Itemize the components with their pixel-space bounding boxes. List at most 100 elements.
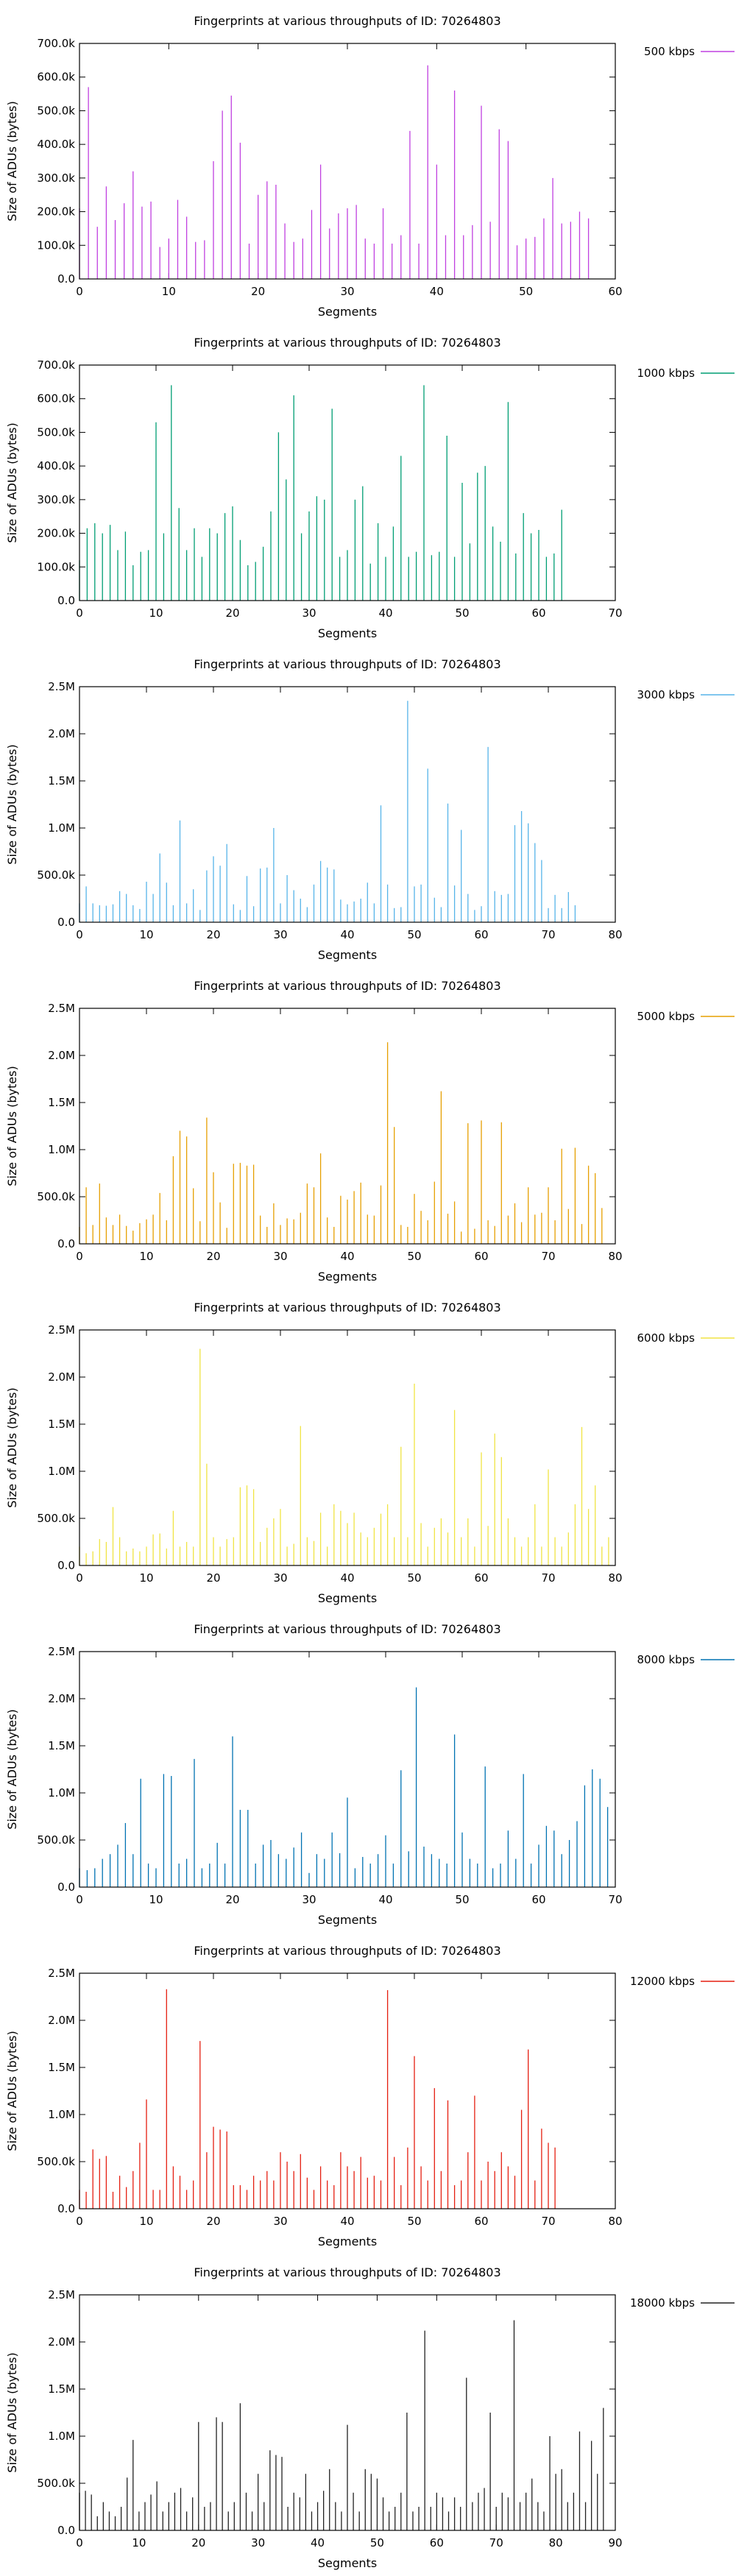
y-tick-label: 0.0 [57,1237,75,1250]
x-tick-label: 30 [340,285,354,298]
y-tick-label: 2.5M [48,2288,75,2301]
y-tick-label: 2.5M [48,1645,75,1658]
x-tick-label: 10 [139,928,153,941]
y-tick-label: 600.0k [37,71,75,84]
x-axis-label: Segments [318,2234,377,2248]
x-tick-label: 0 [76,1250,83,1263]
x-tick-label: 80 [608,1250,622,1263]
y-axis-label: Size of ADUs (bytes) [5,2031,19,2151]
legend-label: 5000 kbps [637,1010,696,1023]
y-tick-label: 400.0k [37,138,75,151]
x-tick-label: 40 [340,1571,354,1585]
x-tick-label: 30 [302,1893,316,1906]
x-axis-label: Segments [318,1270,377,1284]
plot-frame [79,43,616,280]
y-tick-label: 2.5M [48,1323,75,1337]
x-tick-label: 40 [311,2536,325,2550]
y-tick-label: 500.0k [37,1512,75,1525]
chart-panel: Fingerprints at various throughputs of I… [0,0,736,322]
y-tick-label: 2.5M [48,1002,75,1015]
legend-label: 1000 kbps [637,367,696,380]
chart-panel: Fingerprints at various throughputs of I… [0,1287,736,1608]
x-axis-label: Segments [318,948,377,962]
x-tick-label: 70 [608,1893,622,1906]
x-tick-label: 70 [608,606,622,620]
plot-frame [79,1972,616,2209]
y-tick-label: 100.0k [37,560,75,573]
x-tick-label: 30 [273,2215,287,2228]
x-tick-label: 40 [340,2215,354,2228]
y-tick-label: 500.0k [37,2155,75,2168]
y-tick-label: 0.0 [57,1559,75,1572]
y-tick-label: 0.0 [57,2524,75,2537]
y-tick-label: 500.0k [37,2477,75,2490]
x-tick-label: 40 [378,606,392,620]
plot-frame [79,1008,616,1245]
y-axis-label: Size of ADUs (bytes) [5,1066,19,1186]
x-tick-label: 10 [132,2536,146,2550]
x-tick-label: 80 [608,2215,622,2228]
x-tick-label: 20 [251,285,265,298]
x-tick-label: 70 [541,1571,555,1585]
x-tick-label: 10 [139,1571,153,1585]
x-tick-label: 0 [76,1893,83,1906]
y-tick-label: 2.5M [48,1967,75,1980]
y-tick-label: 1.0M [48,2430,75,2443]
x-tick-label: 10 [139,1250,153,1263]
x-tick-label: 30 [251,2536,265,2550]
x-tick-label: 0 [76,606,83,620]
y-tick-label: 1.5M [48,774,75,788]
x-tick-label: 60 [474,1571,488,1585]
x-tick-label: 20 [206,2215,220,2228]
y-tick-label: 1.0M [48,1465,75,1478]
chart-title: Fingerprints at various throughputs of I… [194,1622,500,1636]
legend-label: 18000 kbps [630,2296,695,2310]
x-tick-label: 20 [191,2536,205,2550]
chart-title: Fingerprints at various throughputs of I… [194,1301,500,1314]
y-axis-label: Size of ADUs (bytes) [5,422,19,542]
y-tick-label: 2.5M [48,680,75,693]
chart-svg: Fingerprints at various throughputs of I… [5,14,735,319]
y-tick-label: 1.0M [48,821,75,835]
legend-label: 8000 kbps [637,1653,696,1666]
y-tick-label: 0.0 [57,272,75,286]
x-tick-label: 50 [455,606,469,620]
x-tick-label: 60 [531,606,545,620]
x-tick-label: 30 [302,606,316,620]
x-axis-label: Segments [318,1913,377,1927]
y-axis-label: Size of ADUs (bytes) [5,1709,19,1829]
x-tick-label: 20 [206,928,220,941]
x-tick-label: 10 [149,1893,163,1906]
y-tick-label: 500.0k [37,1190,75,1203]
y-tick-label: 1.5M [48,1096,75,1109]
x-tick-label: 70 [541,1250,555,1263]
x-tick-label: 60 [474,2215,488,2228]
chart-svg: Fingerprints at various throughputs of I… [5,1301,735,1605]
y-tick-label: 400.0k [37,459,75,473]
y-tick-label: 200.0k [37,527,75,540]
y-axis-label: Size of ADUs (bytes) [5,1387,19,1507]
plot-frame [79,2294,616,2531]
legend-label: 6000 kbps [637,1331,696,1345]
x-tick-label: 70 [541,2215,555,2228]
x-tick-label: 80 [608,928,622,941]
plot-frame [79,1329,616,1566]
x-tick-label: 50 [519,285,533,298]
y-tick-label: 0.0 [57,2202,75,2215]
x-tick-label: 70 [489,2536,503,2550]
y-tick-label: 500.0k [37,104,75,117]
y-tick-label: 2.0M [48,2335,75,2349]
x-axis-label: Segments [318,1591,377,1605]
x-tick-label: 40 [340,1250,354,1263]
y-tick-label: 2.0M [48,1370,75,1384]
x-tick-label: 30 [273,1571,287,1585]
x-tick-label: 30 [273,1250,287,1263]
chart-panel: Fingerprints at various throughputs of I… [0,643,736,965]
x-tick-label: 60 [474,1250,488,1263]
x-tick-label: 60 [430,2536,444,2550]
chart-panel: Fingerprints at various throughputs of I… [0,965,736,1287]
x-tick-label: 0 [76,2215,83,2228]
y-tick-label: 2.0M [48,2014,75,2027]
chart-panel: Fingerprints at various throughputs of I… [0,322,736,643]
